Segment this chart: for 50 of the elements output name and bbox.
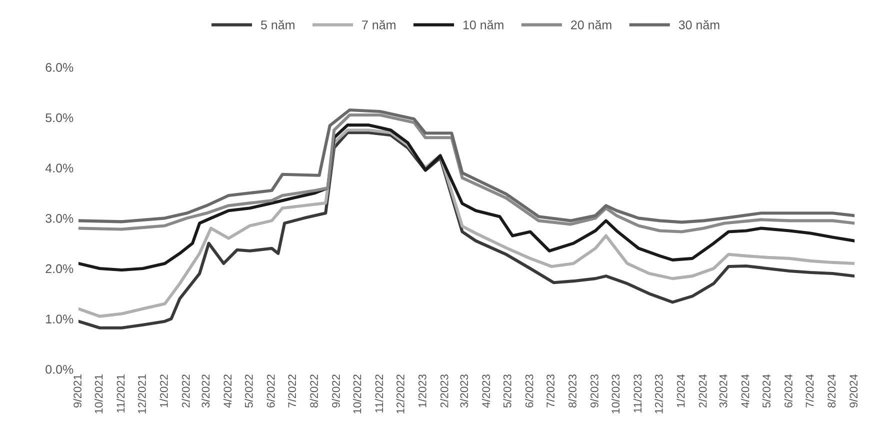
x-tick-label: 11/2023: [633, 374, 642, 413]
x-tick-label: 10/2023: [611, 374, 620, 414]
x-tick-label: 2/2023: [440, 374, 448, 408]
line-series: [78, 124, 855, 272]
x-tick-label: 10/2022: [353, 374, 362, 414]
y-tick-label: 3.0%: [46, 214, 74, 223]
x-tick-label: 9/2024: [849, 374, 858, 408]
x-tick-label: 8/2024: [827, 374, 836, 408]
x-tick-label: 6/2023: [525, 374, 534, 408]
legend-label: 10 năm: [463, 20, 504, 30]
x-tick-label: 7/2022: [288, 374, 296, 408]
y-tick-label: 2.0%: [46, 264, 74, 274]
legend-label: 30 năm: [678, 20, 720, 30]
x-tick-label: 3/2024: [719, 374, 728, 408]
x-tick-label: 12/2021: [138, 374, 146, 414]
x-tick-label: 4/2024: [741, 374, 750, 408]
y-tick-label: 4.0%: [45, 164, 74, 173]
x-tick-label: 3/2023: [460, 374, 468, 408]
x-tick-label: 6/2022: [266, 374, 275, 408]
x-tick-label: 7/2024: [805, 374, 814, 408]
x-tick-label: 7/2023: [546, 374, 554, 408]
x-tick-label: 5/2024: [762, 374, 770, 408]
x-tick-label: 1/2023: [418, 374, 426, 408]
x-tick-label: 1/2024: [676, 374, 685, 408]
x-tick-label: 4/2023: [482, 374, 490, 408]
legend-label: 7 năm: [362, 20, 396, 30]
legend-label: 20 năm: [571, 20, 612, 30]
y-tick-label: 1.0%: [46, 314, 74, 324]
x-tick-label: 9/2022: [332, 374, 340, 408]
x-tick-label: 12/2022: [396, 374, 404, 414]
x-tick-label: 5/2022: [244, 374, 253, 408]
x-tick-label: 2/2024: [698, 374, 707, 408]
y-tick-label: 5.0%: [46, 113, 74, 122]
y-tick-label: 6.0%: [46, 63, 74, 72]
x-tick-label: 5/2023: [503, 374, 512, 408]
x-tick-label: 10/2021: [94, 374, 103, 414]
y-tick-label: 0.0%: [46, 364, 74, 374]
x-tick-label: 1/2022: [160, 374, 168, 408]
x-tick-label: 11/2021: [116, 374, 125, 413]
x-tick-label: 12/2023: [654, 374, 663, 414]
x-tick-label: 8/2022: [310, 374, 318, 408]
x-tick-label: 4/2022: [223, 374, 232, 408]
legend-label: 5 năm: [261, 20, 294, 30]
x-tick-label: 9/2021: [73, 374, 82, 408]
x-tick-label: 6/2024: [784, 374, 792, 408]
x-tick-label: 2/2022: [182, 374, 190, 408]
x-tick-label: 8/2023: [568, 374, 576, 408]
x-tick-label: 3/2022: [201, 374, 210, 408]
x-tick-label: 11/2022: [374, 374, 384, 413]
x-tick-label: 9/2023: [590, 374, 598, 408]
